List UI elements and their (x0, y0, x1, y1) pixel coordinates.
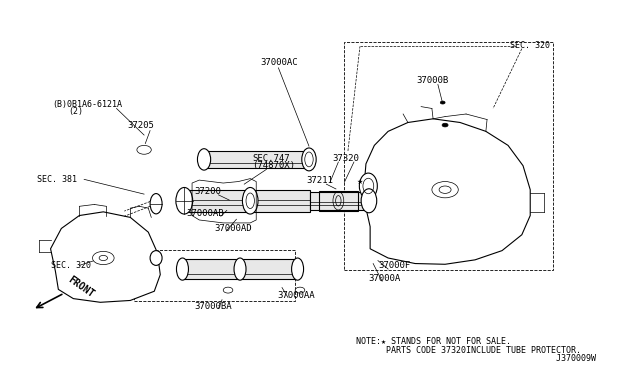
Polygon shape (51, 212, 160, 302)
Text: (B)0B1A6-6121A: (B)0B1A6-6121A (52, 100, 122, 109)
Ellipse shape (234, 258, 246, 280)
Circle shape (442, 123, 448, 127)
Circle shape (440, 101, 445, 104)
Ellipse shape (361, 189, 377, 213)
Circle shape (223, 287, 233, 293)
Ellipse shape (177, 258, 188, 280)
Text: 37000BA: 37000BA (195, 302, 232, 311)
Text: (74870X): (74870X) (252, 161, 295, 170)
Bar (184, 190, 310, 212)
Text: 37000AB: 37000AB (186, 209, 224, 218)
Text: 37000AC: 37000AC (260, 58, 298, 67)
Ellipse shape (150, 251, 162, 265)
Text: 37000B: 37000B (416, 76, 449, 85)
Text: 37211: 37211 (306, 176, 333, 185)
Ellipse shape (302, 148, 316, 171)
Text: 37200: 37200 (195, 187, 221, 196)
Circle shape (93, 251, 114, 264)
Bar (319, 191, 358, 211)
Text: SEC. 381: SEC. 381 (37, 175, 77, 184)
Text: SEC.747: SEC.747 (252, 154, 290, 163)
Text: J370009W: J370009W (356, 355, 596, 363)
Ellipse shape (359, 173, 378, 199)
Polygon shape (364, 119, 530, 264)
Bar (204, 151, 309, 168)
Text: SEC. 320: SEC. 320 (51, 261, 90, 270)
Circle shape (295, 287, 305, 293)
Text: ★: ★ (356, 179, 363, 185)
Text: 37320: 37320 (332, 154, 359, 163)
Text: 37000AD: 37000AD (214, 224, 252, 233)
Ellipse shape (198, 149, 211, 170)
Bar (134, 250, 295, 301)
Text: NOTE:★ STANDS FOR NOT FOR SALE.: NOTE:★ STANDS FOR NOT FOR SALE. (356, 337, 511, 346)
Bar (310, 192, 369, 210)
Text: 37000A: 37000A (369, 274, 401, 283)
Text: 37000AA: 37000AA (277, 291, 315, 299)
Text: FRONT: FRONT (66, 275, 96, 299)
Circle shape (439, 186, 451, 193)
Ellipse shape (243, 187, 258, 214)
Bar (344, 42, 553, 270)
Text: 37205: 37205 (127, 121, 154, 130)
Ellipse shape (176, 187, 193, 214)
Text: SEC. 320: SEC. 320 (510, 41, 550, 49)
Text: 37000F: 37000F (378, 261, 410, 270)
Text: (2): (2) (68, 107, 84, 116)
Circle shape (432, 182, 458, 198)
Ellipse shape (292, 258, 303, 280)
Ellipse shape (150, 193, 162, 214)
Text: PARTS CODE 37320INCLUDE TUBE PROTECTOR.: PARTS CODE 37320INCLUDE TUBE PROTECTOR. (356, 346, 581, 355)
Bar (182, 259, 298, 279)
Circle shape (137, 145, 151, 154)
Circle shape (99, 256, 108, 260)
